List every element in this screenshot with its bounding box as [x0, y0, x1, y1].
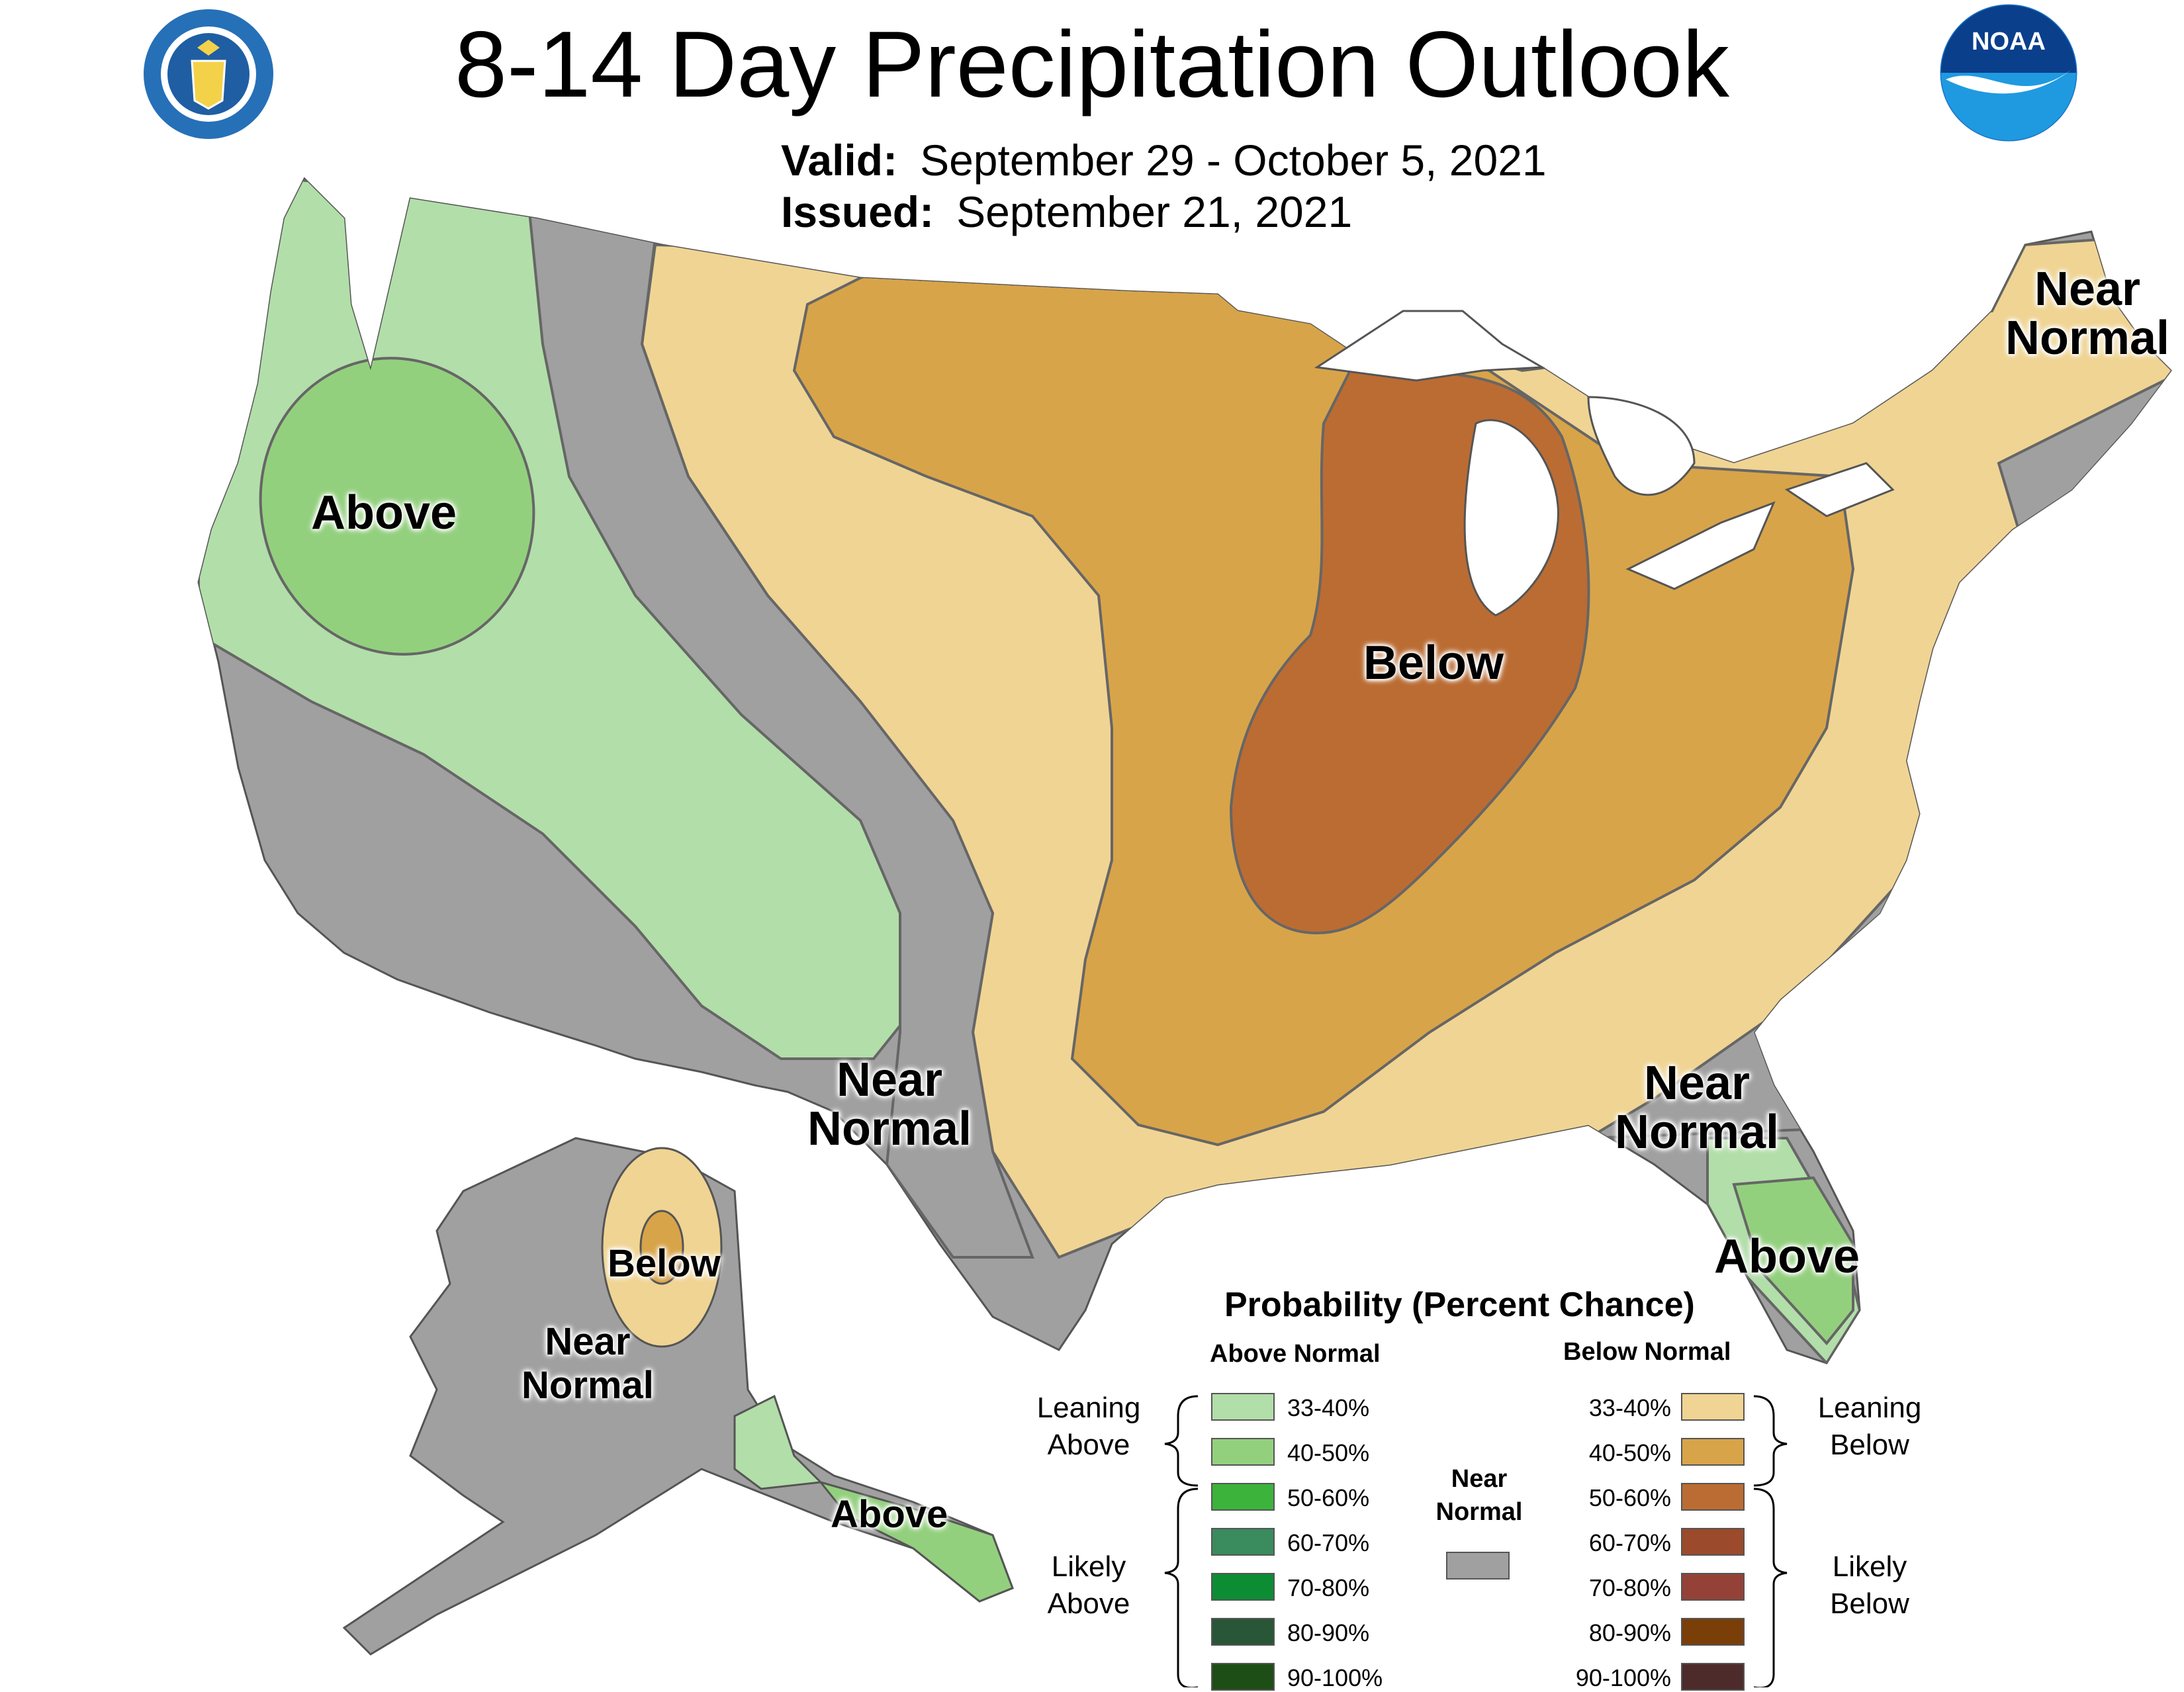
map-label-line: Near	[2034, 263, 2141, 316]
department-of-commerce-seal	[144, 9, 273, 139]
issued-date: September 21, 2021	[956, 187, 1353, 236]
valid-label: Valid:	[781, 136, 898, 185]
alaska-below-core	[639, 1210, 684, 1285]
map-label-line: Near	[836, 1053, 943, 1106]
alaska	[342, 1137, 1014, 1656]
map-label-alaska-below: Below	[608, 1242, 721, 1285]
map-label-midwest-below: Below	[1363, 637, 1504, 690]
noaa-logo: NOAA	[1940, 4, 2077, 142]
map-label-line: Near	[545, 1320, 631, 1363]
alaska-above-region	[733, 1394, 823, 1490]
map-label-line: Normal	[1615, 1106, 1780, 1159]
map-label-line: Normal	[807, 1102, 972, 1155]
issued-label: Issued:	[781, 187, 934, 236]
map-label-alaska-near: Near Normal	[522, 1320, 654, 1407]
svg-text:NOAA: NOAA	[1972, 28, 2046, 56]
map-label-line: Normal	[522, 1364, 654, 1407]
valid-row: Valid: September 29 - October 5, 2021	[781, 136, 1547, 185]
plains-near-normal-band	[527, 210, 1034, 1259]
alaska-above-core	[817, 1480, 1014, 1603]
map-label-alaska-above: Above	[831, 1493, 948, 1536]
florida-above-core	[1732, 1176, 1854, 1346]
map-label-northeast-near: Near Normal	[2005, 265, 2169, 363]
valid-dates: September 29 - October 5, 2021	[920, 136, 1547, 185]
map-label-line: Near	[1643, 1057, 1751, 1110]
map-label-southeast-near: Near Normal	[1615, 1059, 1779, 1157]
map-label-plains-near: Near Normal	[807, 1055, 972, 1153]
map-label-west-above: Above	[311, 486, 457, 539]
map-label-line: Normal	[2005, 312, 2170, 365]
west-above-core	[259, 357, 535, 656]
issued-row: Issued: September 21, 2021	[781, 187, 1352, 236]
great-lakes	[1314, 310, 1895, 617]
map-label-florida-above: Above	[1714, 1230, 1860, 1283]
page-title: 8-14 Day Precipitation Outlook	[455, 12, 1729, 117]
